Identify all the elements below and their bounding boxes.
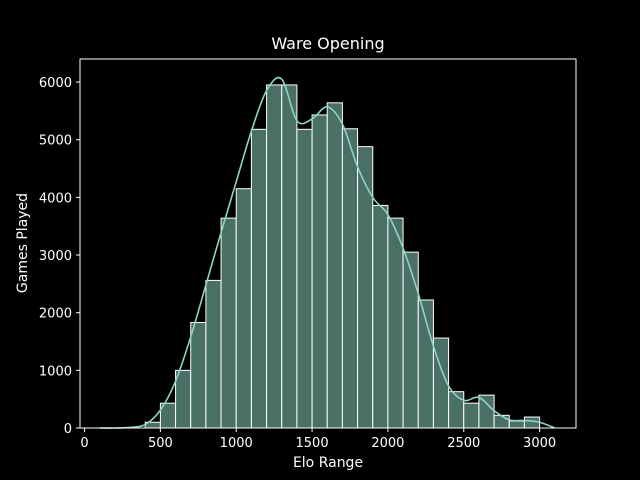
x-tick-label: 1000: [220, 436, 253, 451]
histogram-bar: [402, 251, 419, 429]
histogram-bar: [463, 402, 480, 429]
y-tick-label: 3000: [39, 249, 72, 264]
histogram-bar: [296, 128, 313, 429]
histogram-bar: [478, 394, 495, 429]
histogram-bar: [175, 369, 192, 429]
y-tick-label: 0: [64, 422, 72, 437]
histogram-bar: [235, 188, 252, 429]
histogram-bar: [508, 420, 525, 429]
x-tick-label: 3000: [523, 436, 556, 451]
histogram-bar: [372, 204, 389, 429]
histogram-bar: [341, 128, 359, 429]
histogram-bar: [448, 391, 465, 429]
x-tick-label: 2000: [371, 436, 404, 451]
y-tick-label: 1000: [39, 364, 72, 379]
chart-title: Ware Opening: [271, 34, 384, 53]
y-tick-label: 2000: [39, 307, 72, 322]
histogram-bar: [250, 128, 268, 429]
histogram-bar: [205, 279, 222, 429]
x-tick-label: 1500: [296, 436, 329, 451]
y-tick-label: 6000: [39, 76, 72, 91]
histogram-bar: [493, 414, 510, 429]
x-tick-label: 500: [148, 436, 173, 451]
y-axis: 0 1000 2000 3000 4000 5000 6000: [39, 76, 80, 437]
histogram-bar: [281, 84, 298, 429]
histogram-bar: [387, 217, 404, 429]
histogram-bar: [266, 84, 283, 429]
y-tick-label: 4000: [39, 191, 72, 206]
histogram-bar: [190, 321, 207, 429]
plot-frame: [79, 58, 577, 429]
histogram-bar: [220, 217, 237, 429]
histogram-bar: [311, 114, 328, 429]
histogram-bars: [144, 84, 541, 429]
x-tick-label: 0: [80, 436, 88, 451]
y-axis-title: Games Played: [15, 193, 31, 293]
x-axis: 0 500 1000 1500 2000 2500 3000: [80, 428, 556, 451]
y-tick-label: 5000: [39, 134, 72, 149]
histogram-bar: [326, 102, 343, 429]
x-axis-title: Elo Range: [293, 455, 363, 471]
histogram-bar: [357, 146, 374, 429]
kde-density-curve: [99, 76, 556, 429]
x-tick-label: 2500: [447, 436, 480, 451]
